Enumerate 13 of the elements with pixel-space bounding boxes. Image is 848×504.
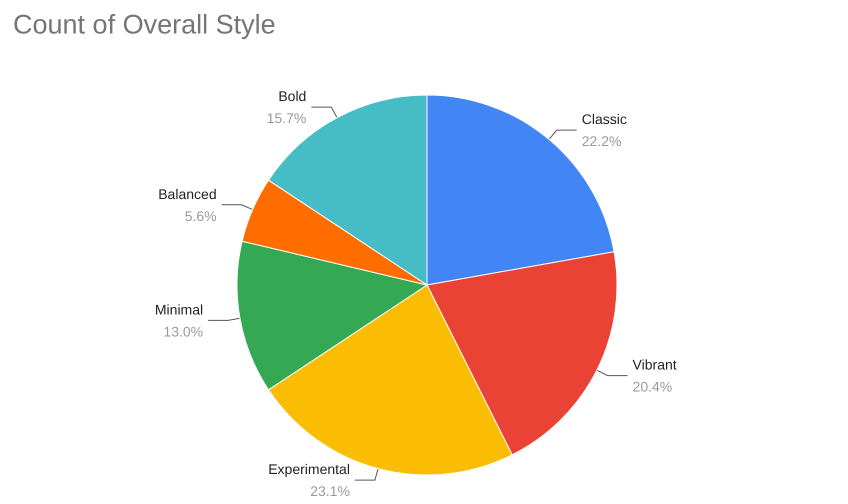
data-label: 15.7% [266,110,306,126]
chart-title: Count of Overall Style [13,10,276,40]
data-label: 22.2% [582,133,622,150]
slice-label: Bold [278,88,306,104]
slice-label: Minimal [154,301,204,318]
data-label: 20.4% [632,378,672,395]
data-label: 5.6% [184,208,217,224]
data-label: 23.1% [310,483,350,500]
slice-label: Experimental [268,461,350,478]
slice-label: Balanced [158,186,217,202]
data-label: 13.0% [163,323,204,340]
slice-label: Classic [582,111,627,128]
slice-label: Vibrant [632,356,677,373]
